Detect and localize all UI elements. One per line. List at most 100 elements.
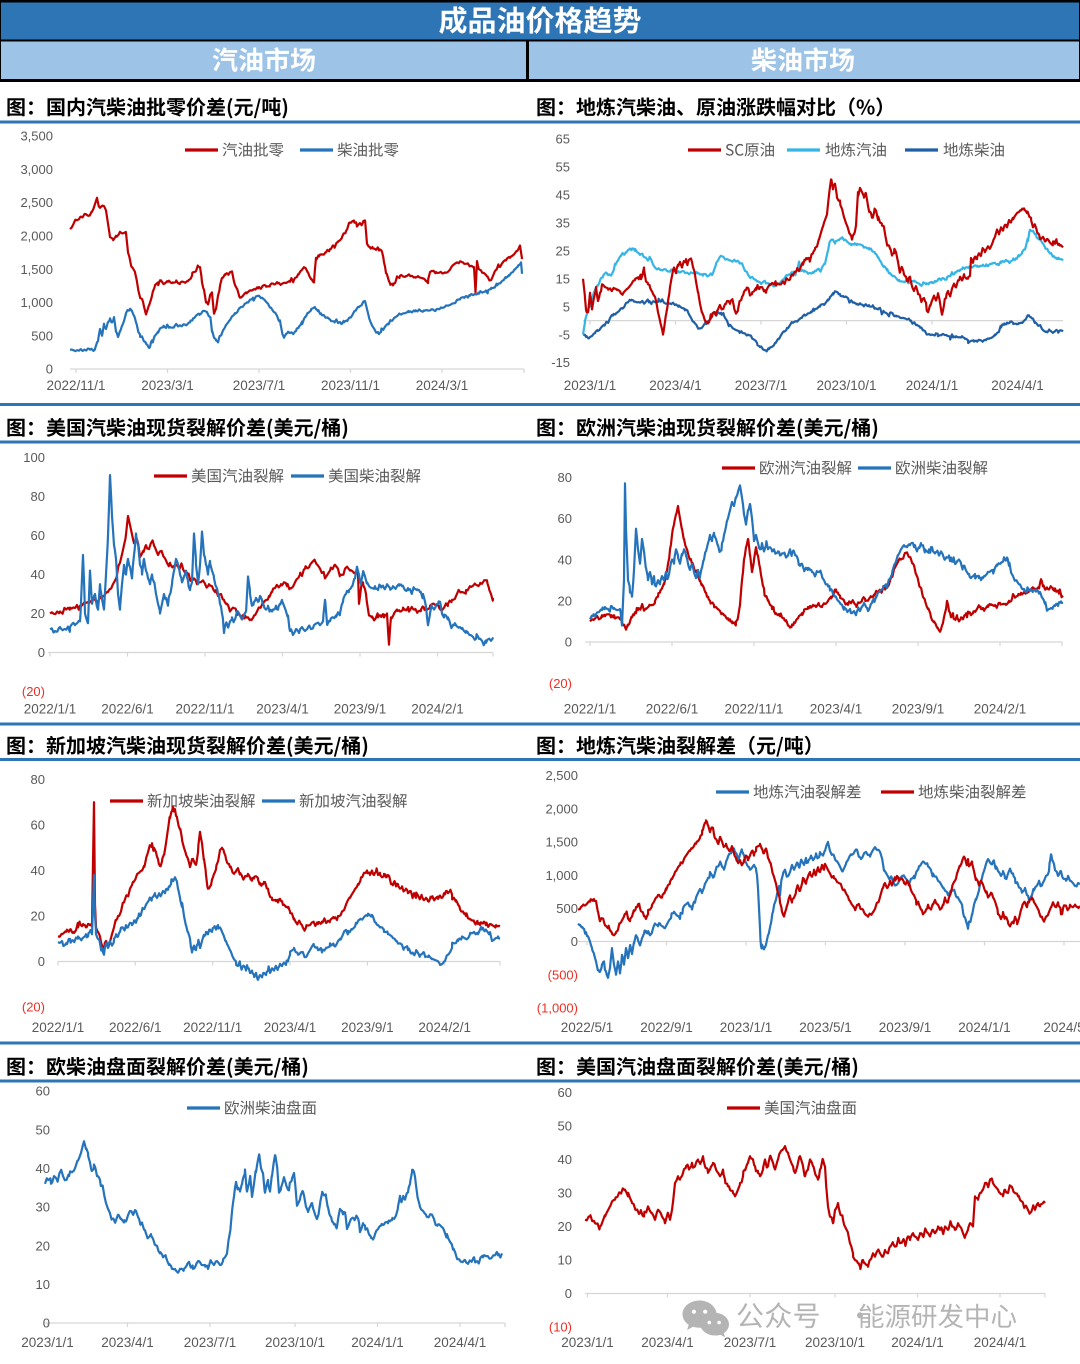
svg-text:2023/7/1: 2023/7/1 — [724, 1335, 777, 1350]
svg-text:65: 65 — [556, 132, 570, 147]
svg-text:20: 20 — [558, 1219, 572, 1234]
svg-text:2023/10/1: 2023/10/1 — [805, 1335, 865, 1350]
svg-text:2023/1/1: 2023/1/1 — [564, 378, 617, 393]
svg-text:2,000: 2,000 — [545, 801, 578, 816]
svg-text:35: 35 — [556, 216, 570, 231]
svg-text:2024/2/1: 2024/2/1 — [974, 702, 1027, 717]
svg-text:25: 25 — [556, 244, 570, 259]
svg-text:3,500: 3,500 — [20, 129, 53, 144]
svg-text:60: 60 — [558, 1085, 572, 1100]
svg-text:0: 0 — [38, 645, 45, 660]
svg-text:2,500: 2,500 — [20, 195, 53, 210]
svg-text:2023/9/1: 2023/9/1 — [879, 1020, 932, 1035]
svg-text:2022/6/1: 2022/6/1 — [101, 702, 154, 717]
svg-text:20: 20 — [31, 606, 45, 621]
svg-text:60: 60 — [31, 818, 45, 833]
svg-text:2023/7/1: 2023/7/1 — [233, 378, 286, 393]
svg-text:5: 5 — [563, 299, 570, 314]
svg-text:0: 0 — [38, 954, 45, 969]
svg-text:60: 60 — [558, 511, 572, 526]
svg-text:55: 55 — [556, 160, 570, 175]
svg-text:30: 30 — [36, 1200, 50, 1215]
svg-text:2023/11/1: 2023/11/1 — [321, 378, 380, 393]
svg-text:2023/7/1: 2023/7/1 — [184, 1335, 237, 1350]
svg-text:0: 0 — [571, 934, 578, 949]
svg-text:2023/5/1: 2023/5/1 — [799, 1020, 852, 1035]
svg-text:1,000: 1,000 — [545, 868, 578, 883]
svg-text:20: 20 — [36, 1238, 50, 1253]
svg-text:2022/1/1: 2022/1/1 — [32, 1020, 85, 1035]
svg-text:50: 50 — [36, 1122, 50, 1137]
svg-text:40: 40 — [31, 863, 45, 878]
svg-text:2023/1/1: 2023/1/1 — [720, 1020, 773, 1035]
svg-text:2023/4/1: 2023/4/1 — [101, 1335, 154, 1350]
svg-text:2024/3/1: 2024/3/1 — [416, 378, 469, 393]
svg-text:2023/3/1: 2023/3/1 — [141, 378, 194, 393]
svg-text:45: 45 — [556, 188, 570, 203]
svg-text:1,000: 1,000 — [20, 295, 53, 310]
svg-text:2023/4/1: 2023/4/1 — [649, 378, 702, 393]
svg-text:2024/4/1: 2024/4/1 — [434, 1335, 487, 1350]
svg-text:2023/4/1: 2023/4/1 — [810, 702, 863, 717]
svg-text:0: 0 — [565, 635, 572, 650]
svg-text:80: 80 — [558, 470, 572, 485]
svg-text:0: 0 — [565, 1286, 572, 1301]
svg-text:2024/1/1: 2024/1/1 — [351, 1335, 404, 1350]
svg-text:2023/1/1: 2023/1/1 — [21, 1335, 74, 1350]
svg-text:2023/9/1: 2023/9/1 — [341, 1020, 394, 1035]
svg-text:2022/1/1: 2022/1/1 — [564, 702, 617, 717]
svg-text:2023/4/1: 2023/4/1 — [264, 1020, 317, 1035]
svg-text:2022/11/1: 2022/11/1 — [175, 702, 234, 717]
svg-text:10: 10 — [36, 1277, 50, 1292]
svg-text:2022/11/1: 2022/11/1 — [724, 702, 783, 717]
svg-text:2024/4/1: 2024/4/1 — [974, 1335, 1027, 1350]
svg-text:2024/1/1: 2024/1/1 — [958, 1020, 1011, 1035]
svg-text:-5: -5 — [558, 327, 570, 342]
svg-text:2023/4/1: 2023/4/1 — [256, 702, 309, 717]
svg-text:1,500: 1,500 — [545, 835, 578, 850]
svg-text:0: 0 — [43, 1316, 50, 1331]
svg-text:2023/9/1: 2023/9/1 — [892, 702, 945, 717]
svg-text:2023/9/1: 2023/9/1 — [334, 702, 387, 717]
svg-text:500: 500 — [31, 328, 53, 343]
svg-text:80: 80 — [31, 489, 45, 504]
svg-text:2024/1/1: 2024/1/1 — [906, 378, 959, 393]
svg-text:0: 0 — [46, 362, 53, 377]
svg-text:(20): (20) — [22, 684, 45, 699]
svg-text:2,500: 2,500 — [545, 768, 578, 783]
svg-text:500: 500 — [556, 901, 578, 916]
svg-text:(1,000): (1,000) — [537, 1001, 578, 1016]
svg-text:2022/9/1: 2022/9/1 — [640, 1020, 693, 1035]
svg-text:15: 15 — [556, 271, 570, 286]
svg-text:2023/1/1: 2023/1/1 — [561, 1335, 614, 1350]
svg-text:2022/11/1: 2022/11/1 — [183, 1020, 242, 1035]
svg-text:40: 40 — [558, 1152, 572, 1167]
svg-text:2024/1/1: 2024/1/1 — [891, 1335, 944, 1350]
svg-text:(20): (20) — [549, 676, 572, 691]
svg-text:80: 80 — [31, 772, 45, 787]
svg-text:20: 20 — [31, 909, 45, 924]
svg-text:(500): (500) — [548, 967, 578, 982]
svg-text:2,000: 2,000 — [20, 229, 53, 244]
svg-text:2024/2/1: 2024/2/1 — [418, 1020, 471, 1035]
svg-text:2022/11/1: 2022/11/1 — [46, 378, 105, 393]
svg-text:-15: -15 — [551, 355, 570, 370]
svg-text:(10): (10) — [549, 1320, 572, 1335]
svg-text:2023/10/1: 2023/10/1 — [816, 378, 876, 393]
svg-text:(20): (20) — [22, 1000, 45, 1015]
svg-text:2024/5: 2024/5 — [1043, 1020, 1080, 1035]
svg-text:2023/4/1: 2023/4/1 — [641, 1335, 694, 1350]
svg-text:60: 60 — [31, 528, 45, 543]
svg-text:20: 20 — [558, 594, 572, 609]
svg-text:50: 50 — [558, 1119, 572, 1134]
svg-text:40: 40 — [31, 567, 45, 582]
svg-text:2022/5/1: 2022/5/1 — [561, 1020, 614, 1035]
svg-text:100: 100 — [23, 450, 45, 465]
svg-text:2022/6/1: 2022/6/1 — [109, 1020, 162, 1035]
svg-text:10: 10 — [558, 1253, 572, 1268]
svg-text:2024/4/1: 2024/4/1 — [991, 378, 1044, 393]
svg-text:40: 40 — [36, 1161, 50, 1176]
svg-text:30: 30 — [558, 1186, 572, 1201]
svg-text:2024/2/1: 2024/2/1 — [411, 702, 464, 717]
svg-text:40: 40 — [558, 552, 572, 567]
